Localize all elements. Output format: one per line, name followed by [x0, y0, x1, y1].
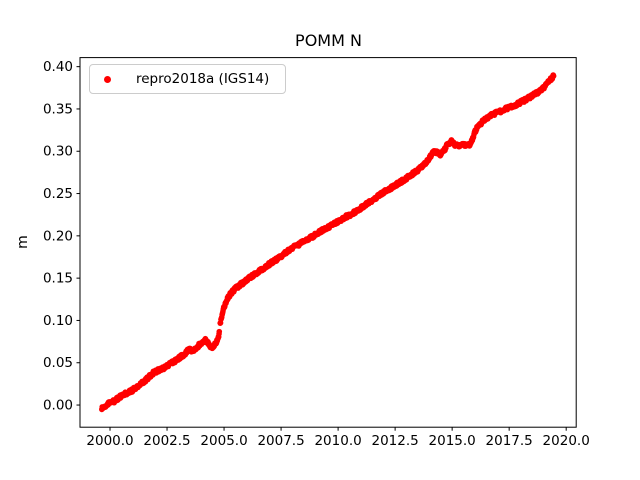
x-tick-label: 2012.5 — [371, 433, 418, 449]
x-tick-label: 2002.5 — [143, 433, 190, 449]
y-tick-label: 0.05 — [43, 355, 73, 371]
x-tick-label: 2005.0 — [200, 433, 247, 449]
y-tick-label: 0.30 — [43, 144, 73, 160]
y-tick-label: 0.00 — [43, 398, 73, 414]
legend: repro2018a (IGS14) — [89, 64, 287, 94]
y-tick-label: 0.35 — [43, 101, 73, 117]
x-tick-label: 2007.5 — [257, 433, 304, 449]
y-tick-label: 0.25 — [43, 186, 73, 202]
scatter-series — [99, 72, 557, 413]
chart-title: POMM N — [295, 31, 362, 50]
x-tick-label: 2015.0 — [429, 433, 476, 449]
x-tick-label: 2020.0 — [543, 433, 590, 449]
x-tick-label: 2000.0 — [86, 433, 133, 449]
y-tick-label: 0.15 — [43, 271, 73, 287]
x-tick-label: 2017.5 — [486, 433, 533, 449]
axes-frame — [79, 57, 577, 428]
y-tick-label: 0.40 — [43, 59, 73, 75]
x-tick-label: 2010.0 — [314, 433, 361, 449]
y-tick-label: 0.20 — [43, 228, 73, 244]
legend-dot-icon — [104, 75, 111, 83]
legend-label: repro2018a (IGS14) — [136, 71, 270, 87]
y-tick-label: 0.10 — [43, 313, 73, 329]
